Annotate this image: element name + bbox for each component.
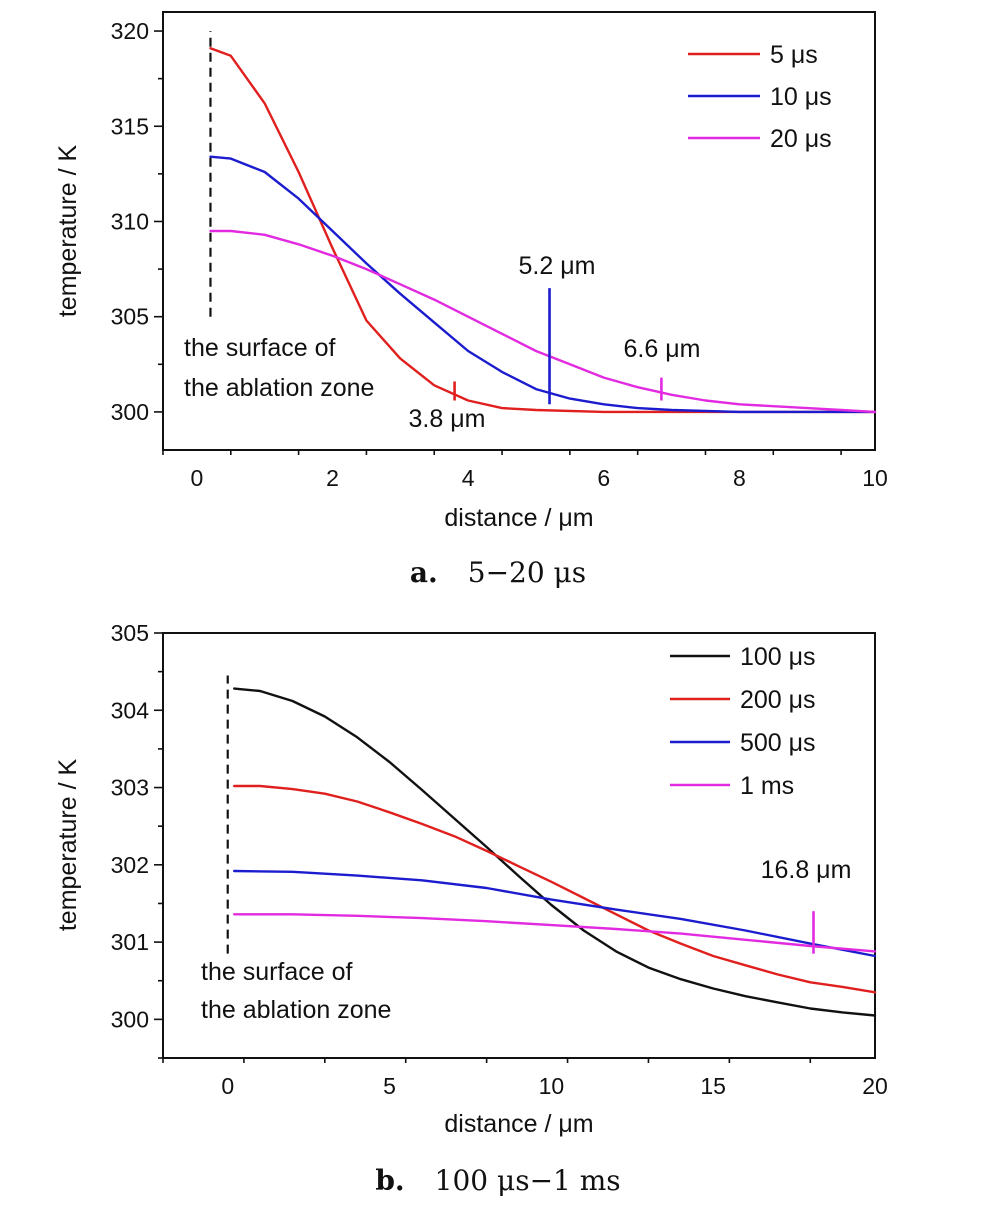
caption-letter-a: a. [410, 556, 438, 589]
plot-frame-b [162, 632, 876, 1059]
legend-label: 200 μs [740, 686, 816, 714]
series-line-100-μs [232, 687, 877, 1017]
x-tick-label: 2 [326, 465, 339, 491]
x-tick-label: 6 [597, 465, 610, 491]
legend-label: 1 ms [740, 772, 794, 800]
legend-label: 20 μs [770, 125, 832, 153]
y-tick-label: 300 [111, 1006, 149, 1032]
surface-label: the surface of [184, 334, 336, 362]
y-tick-label: 301 [111, 929, 149, 955]
distance-marker-label: 3.8 μm [409, 405, 486, 433]
legend-label: 500 μs [740, 729, 816, 757]
series-group-a [209, 47, 877, 414]
series-group-b [232, 687, 877, 1017]
caption-letter-b: b. [375, 1164, 404, 1197]
y-tick-label: 305 [111, 304, 149, 330]
legend-label: 10 μs [770, 83, 832, 111]
distance-marker-label: 5.2 μm [519, 252, 596, 280]
y-tick-label: 305 [111, 620, 149, 646]
legend-label: 100 μs [740, 643, 816, 671]
y-tick-label: 300 [111, 399, 149, 425]
x-tick-label: 10 [862, 465, 888, 491]
caption-text-a: 5−20 μs [468, 556, 586, 589]
surface-label: the surface of [201, 958, 353, 986]
chart-panel-b: 0 5 10 15 20 300 301 302 303 304 305 the surface o… [54, 620, 888, 1197]
x-tick-label: 8 [733, 465, 746, 491]
plot-frame-a [162, 11, 876, 451]
x-tick-label: 0 [221, 1073, 234, 1099]
series-line-500-μs [232, 869, 877, 958]
y-tick-label: 320 [111, 18, 149, 44]
x-tick-label: 15 [700, 1073, 726, 1099]
overlays-a: the surface of the ablation zone 5 μs 10 μs… [184, 31, 832, 433]
y-tick-label: 304 [111, 697, 150, 723]
y-axis-label-b: temperature / K [54, 759, 82, 932]
y-axis-label-a: temperature / K [54, 145, 82, 318]
y-tick-label: 310 [111, 208, 149, 234]
caption-b: b. 100 μs−1 ms [375, 1164, 620, 1197]
x-tick-label: 10 [539, 1073, 565, 1099]
y-tick-label: 315 [111, 113, 149, 139]
y-tick-label: 303 [111, 775, 149, 801]
overlays-b: the surface of the ablation zone 100 μs 200… [201, 643, 851, 1024]
series-line-1-ms [232, 913, 877, 953]
legend-label: 5 μs [770, 41, 818, 69]
surface-label: the ablation zone [184, 374, 374, 402]
x-tick-label: 20 [862, 1073, 888, 1099]
x-axis-label-a: distance / μm [444, 504, 593, 532]
distance-marker-label: 16.8 μm [761, 856, 852, 884]
x-axis-label-b: distance / μm [444, 1110, 593, 1138]
series-line-20-μs [209, 229, 877, 414]
axes-b: 0 5 10 15 20 300 301 302 303 304 305 [111, 620, 888, 1099]
axes-a: 0 2 4 6 8 10 300 305 310 315 320 [111, 18, 888, 491]
y-tick-label: 302 [111, 852, 149, 878]
distance-marker-label: 6.6 μm [624, 335, 701, 363]
series-line-200-μs [232, 784, 877, 994]
caption-a: a. 5−20 μs [410, 556, 586, 589]
series-line-10-μs [209, 155, 877, 414]
x-tick-label: 4 [462, 465, 475, 491]
caption-text-b: 100 μs−1 ms [435, 1164, 621, 1197]
surface-label: the ablation zone [201, 996, 391, 1024]
x-tick-label: 5 [383, 1073, 396, 1099]
x-tick-label: 0 [191, 465, 204, 491]
